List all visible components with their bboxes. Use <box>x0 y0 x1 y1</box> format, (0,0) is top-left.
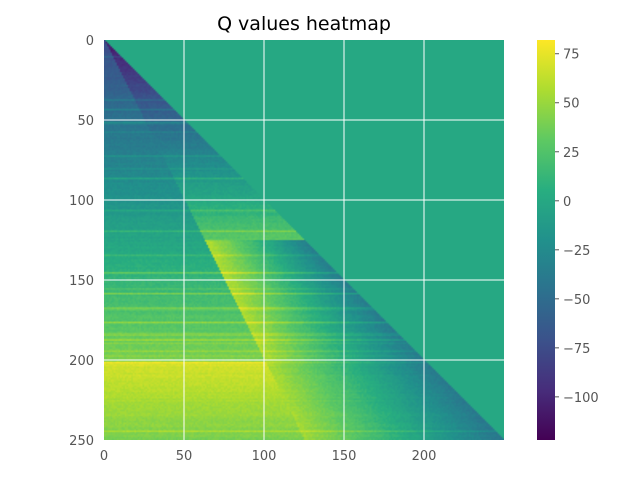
x-tick-label: 100 <box>252 449 277 464</box>
y-tick-label: 50 <box>77 114 94 129</box>
colorbar-tick-label: −50 <box>563 293 590 308</box>
x-tick-label: 200 <box>412 449 437 464</box>
colorbar-tick-label: −25 <box>563 244 590 259</box>
y-tick-label: 150 <box>69 274 94 289</box>
colorbar-gradient <box>537 40 555 440</box>
y-axis-ticks: 0 50 100 150 200 250 <box>69 34 94 449</box>
x-tick-label: 0 <box>100 449 108 464</box>
chart-title: Q values heatmap <box>217 13 391 35</box>
colorbar: 75 50 25 0 −25 −50 −75 −100 <box>537 40 599 440</box>
colorbar-tick-label: 75 <box>563 48 580 63</box>
colorbar-ticks: 75 50 25 0 −25 −50 −75 −100 <box>555 48 599 406</box>
colorbar-tick-label: 25 <box>563 146 580 161</box>
heatmap-plot-area: 0 50 100 150 200 0 50 100 150 200 250 <box>69 34 504 464</box>
heatmap-image <box>104 40 504 440</box>
y-tick-label: 0 <box>86 34 94 49</box>
colorbar-tick-label: 0 <box>563 195 571 210</box>
y-tick-label: 250 <box>69 434 94 449</box>
colorbar-tick-label: 50 <box>563 97 580 112</box>
colorbar-tick-label: −75 <box>563 342 590 357</box>
y-tick-label: 200 <box>69 354 94 369</box>
colorbar-tick-label: −100 <box>563 391 599 406</box>
x-tick-label: 50 <box>176 449 193 464</box>
y-tick-label: 100 <box>69 194 94 209</box>
x-axis-ticks: 0 50 100 150 200 <box>100 449 437 464</box>
grid-lines <box>104 40 504 440</box>
x-tick-label: 150 <box>332 449 357 464</box>
